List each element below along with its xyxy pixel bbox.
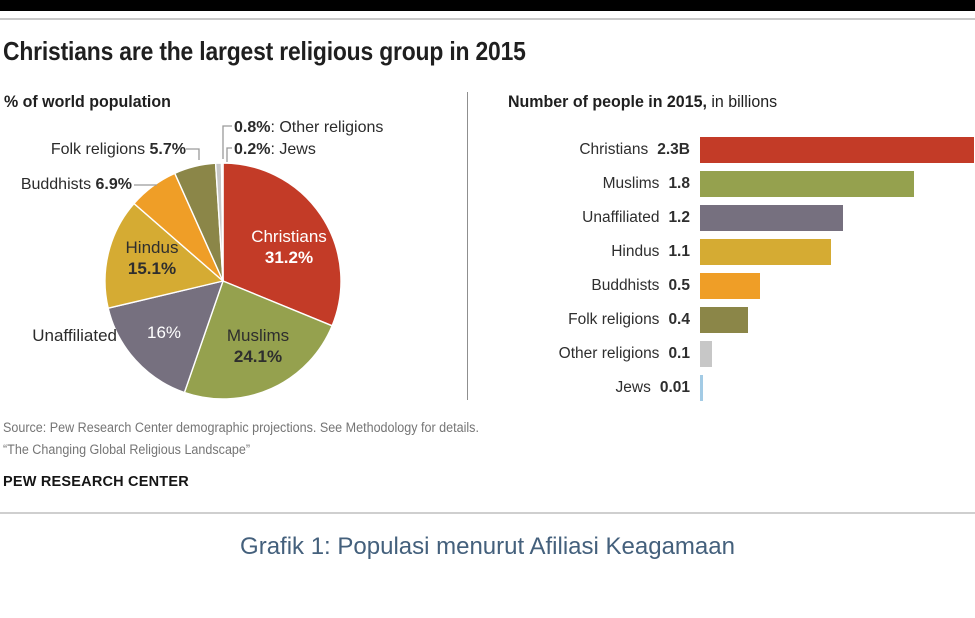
bar-section-title: Number of people in 2015, in billions bbox=[508, 92, 777, 112]
bar-row-label-christians: Christians 2.3B bbox=[420, 137, 690, 163]
pie-label-christians-name: Christians bbox=[251, 227, 327, 246]
bar-value-label: 0.01 bbox=[659, 379, 690, 396]
bar-category-label: Muslims bbox=[602, 175, 660, 192]
callout-other-religions: 0.8%: Other religions bbox=[234, 119, 383, 137]
pie-label-hindus: Hindus 15.1% bbox=[82, 237, 222, 279]
bar-row-label-folk-religions: Folk religions 0.4 bbox=[420, 307, 690, 333]
pie-slice-jews bbox=[220, 162, 224, 282]
bar-category-label: Buddhists bbox=[591, 277, 660, 294]
pie-label-unaffiliated-pct: 16% bbox=[146, 323, 182, 342]
bar-row-label-jews: Jews 0.01 bbox=[420, 375, 691, 401]
callout-line-3 bbox=[226, 147, 232, 162]
callout-folk-pct: 5.7% bbox=[149, 141, 186, 158]
top-black-band bbox=[0, 0, 975, 11]
bar-other-religions bbox=[700, 341, 712, 367]
panel-divider bbox=[467, 92, 468, 400]
pie-label-hindus-pct: 15.1% bbox=[127, 259, 177, 278]
bar-value-label: 0.4 bbox=[668, 311, 690, 328]
bar-value-label: 0.1 bbox=[668, 345, 690, 362]
bar-value-label: 1.2 bbox=[668, 209, 690, 226]
callout-folk-religions: Folk religions 5.7% bbox=[0, 141, 186, 159]
pie-slice-hindus bbox=[104, 202, 225, 310]
source-line-2: “The Changing Global Religious Landscape… bbox=[3, 442, 251, 457]
bar-folk-religions bbox=[700, 307, 748, 333]
bar-value-label: 1.8 bbox=[668, 175, 690, 192]
bar-jews bbox=[700, 375, 703, 401]
bar-row-label-buddhists: Buddhists 0.5 bbox=[420, 273, 690, 299]
bar-category-label: Jews bbox=[615, 379, 651, 396]
pie-slice-christians bbox=[222, 162, 342, 327]
callout-jews-name: : Jews bbox=[270, 141, 316, 158]
bar-hindus bbox=[700, 239, 831, 265]
bar-category-label: Other religions bbox=[558, 345, 660, 362]
bar-christians bbox=[700, 137, 974, 163]
pew-research-center-wordmark: PEW RESEARCH CENTER bbox=[3, 474, 189, 490]
bar-category-label: Folk religions bbox=[568, 311, 660, 328]
bar-row-label-hindus: Hindus 1.1 bbox=[420, 239, 690, 265]
pie-label-muslims-name: Muslims bbox=[226, 326, 290, 345]
callout-line-0 bbox=[186, 148, 200, 160]
callout-other-name: : Other religions bbox=[270, 119, 384, 136]
chart-title: Christians are the largest religious gro… bbox=[3, 36, 526, 66]
top-divider-rule bbox=[0, 18, 975, 20]
document-caption: Grafik 1: Populasi menurut Afiliasi Keag… bbox=[240, 533, 735, 560]
pie-section-title: % of world population bbox=[4, 92, 171, 111]
pie-label-christians: Christians 31.2% bbox=[219, 226, 359, 268]
callout-buddhists: Buddhists 6.9% bbox=[0, 176, 132, 194]
source-line-1: Source: Pew Research Center demographic … bbox=[3, 420, 479, 435]
bar-muslims bbox=[700, 171, 914, 197]
pie-label-muslims: Muslims 24.1% bbox=[188, 325, 328, 367]
bar-category-label: Hindus bbox=[611, 243, 660, 260]
bottom-divider-rule bbox=[0, 512, 975, 514]
bar-buddhists bbox=[700, 273, 760, 299]
bar-value-label: 0.5 bbox=[668, 277, 690, 294]
bar-section-title-unit: in billions bbox=[706, 92, 778, 111]
callout-other-pct: 0.8% bbox=[234, 119, 271, 136]
pie-label-hindus-name: Hindus bbox=[125, 238, 179, 257]
callout-buddhists-pct: 6.9% bbox=[95, 176, 132, 193]
pie-label-muslims-pct: 24.1% bbox=[233, 347, 283, 366]
pie-slice-unaffiliated bbox=[107, 280, 225, 394]
callout-buddhists-name: Buddhists bbox=[20, 176, 96, 193]
bar-section-title-bold: Number of people in 2015, bbox=[508, 92, 707, 111]
pie-label-christians-pct: 31.2% bbox=[264, 248, 314, 267]
callout-jews: 0.2%: Jews bbox=[234, 141, 316, 159]
bar-value-label: 2.3B bbox=[657, 141, 690, 158]
bar-category-label: Christians bbox=[579, 141, 649, 158]
pie-slice-muslims bbox=[183, 280, 334, 400]
bar-value-label: 1.1 bbox=[668, 243, 690, 260]
pie-label-unaffiliated-name: Unaffiliated bbox=[32, 326, 117, 345]
bar-unaffiliated bbox=[700, 205, 843, 231]
callout-line-2 bbox=[222, 125, 232, 159]
bar-row-label-muslims: Muslims 1.8 bbox=[420, 171, 690, 197]
bar-row-label-other-religions: Other religions 0.1 bbox=[420, 341, 690, 367]
callout-folk-name: Folk religions bbox=[50, 141, 150, 158]
callout-jews-pct: 0.2% bbox=[234, 141, 271, 158]
bar-category-label: Unaffiliated bbox=[582, 209, 660, 226]
bar-row-label-unaffiliated: Unaffiliated 1.2 bbox=[420, 205, 690, 231]
